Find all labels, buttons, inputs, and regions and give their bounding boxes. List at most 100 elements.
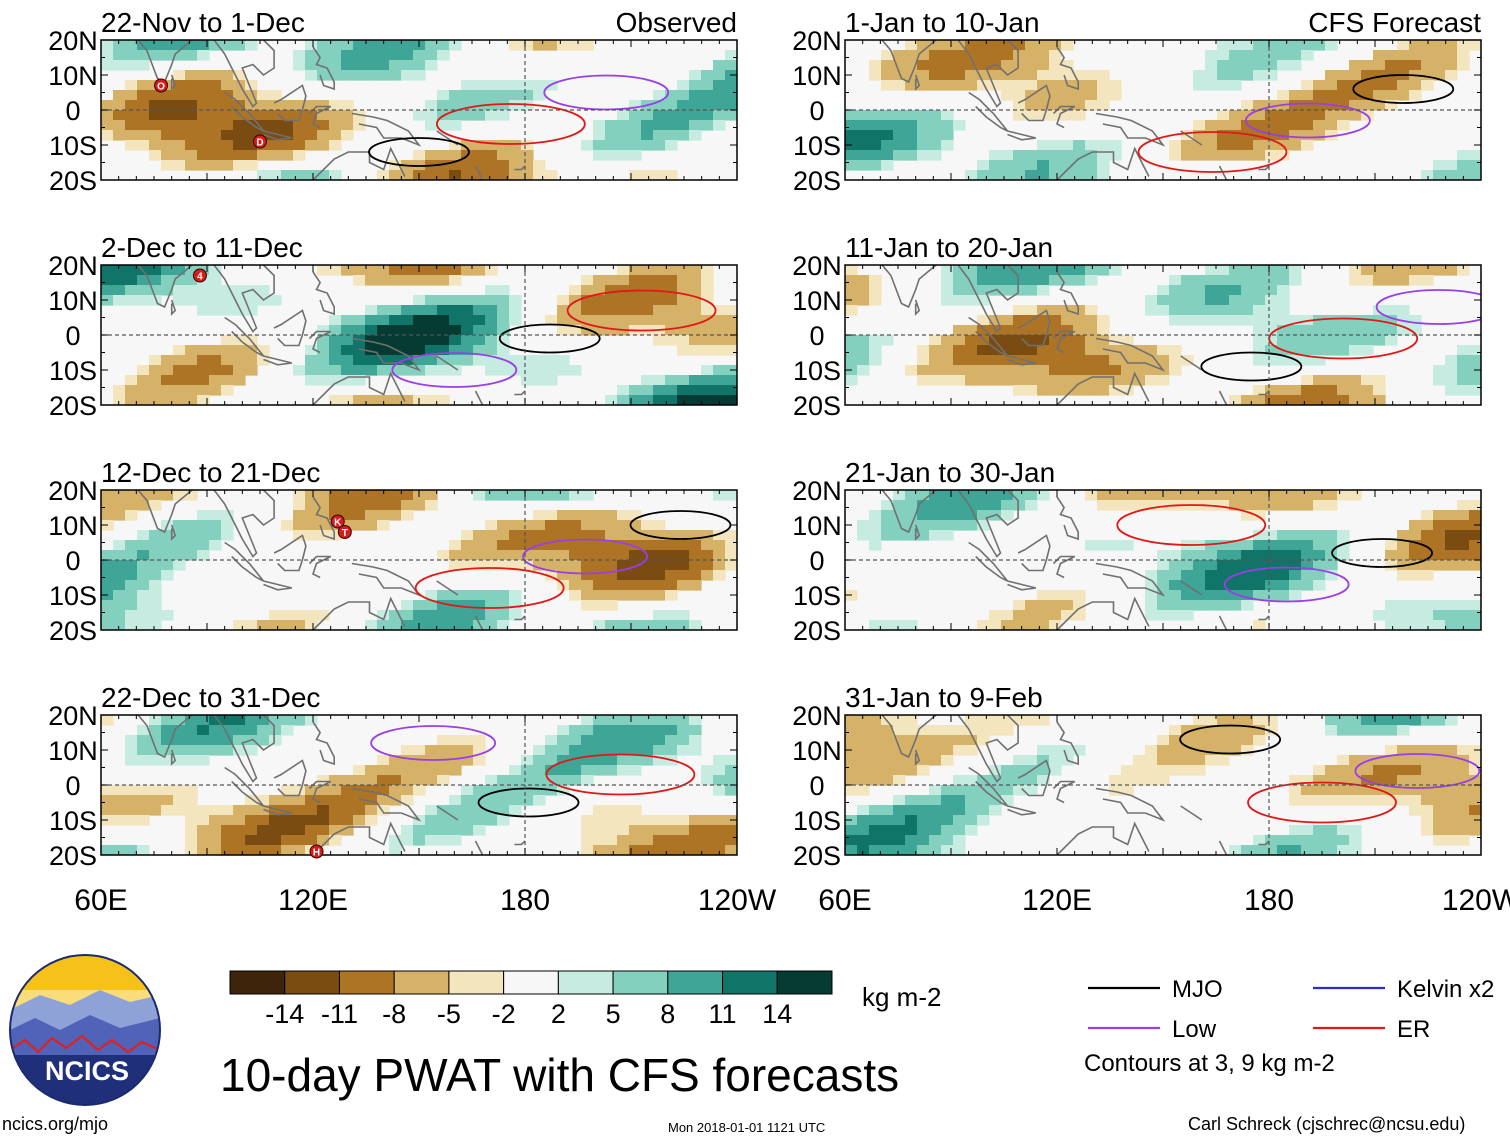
anomaly-cell [497, 620, 510, 630]
anomaly-cell [389, 40, 402, 51]
anomaly-cell [581, 725, 594, 736]
anomaly-cell [245, 40, 258, 51]
anomaly-cell [1337, 715, 1350, 726]
anomaly-cell [1037, 325, 1050, 336]
anomaly-cell [725, 50, 737, 61]
anomaly-cell [629, 590, 642, 601]
anomaly-cell [305, 620, 318, 630]
coastline [308, 555, 332, 579]
anomaly-cell [1097, 490, 1110, 501]
anomaly-cell [1025, 50, 1038, 61]
anomaly-cell [713, 70, 726, 81]
anomaly-cell [893, 140, 906, 151]
anomaly-cell [665, 530, 678, 541]
anomaly-cell [1013, 355, 1026, 366]
anomaly-cell [1037, 385, 1050, 396]
anomaly-cell [365, 365, 378, 376]
anomaly-cell [101, 500, 114, 511]
anomaly-cell [533, 560, 546, 571]
anomaly-cell [401, 315, 414, 326]
anomaly-cell [1001, 355, 1014, 366]
anomaly-cell [1433, 375, 1446, 386]
anomaly-cell [977, 520, 990, 531]
anomaly-cell [569, 365, 582, 376]
anomaly-cell [1457, 345, 1470, 356]
anomaly-cell [125, 295, 138, 306]
anomaly-cell [1289, 570, 1302, 581]
anomaly-cell [377, 785, 390, 796]
anomaly-cell [281, 785, 294, 796]
anomaly-cell [1349, 835, 1362, 846]
anomaly-cell [401, 335, 414, 346]
anomaly-cell [533, 40, 546, 51]
anomaly-cell [593, 150, 606, 161]
lat-tick-label: 0 [809, 96, 824, 126]
anomaly-cell [473, 90, 486, 101]
anomaly-cell [1229, 560, 1242, 571]
anomaly-cell [125, 600, 138, 611]
anomaly-cell [1277, 500, 1290, 511]
anomaly-cell [149, 735, 162, 746]
anomaly-cell [281, 725, 294, 736]
anomaly-cell [233, 150, 246, 161]
footer-url[interactable]: ncics.org/mjo [2, 1114, 109, 1134]
anomaly-cell [893, 715, 906, 726]
anomaly-cell [425, 610, 438, 621]
anomaly-cell [1205, 80, 1218, 91]
anomaly-cell [653, 385, 666, 396]
anomaly-cell [149, 745, 162, 756]
anomaly-cell [653, 305, 666, 316]
anomaly-cell [449, 345, 462, 356]
coastline [263, 355, 292, 366]
anomaly-cell [533, 375, 546, 386]
anomaly-cell [569, 765, 582, 776]
anomaly-cell [389, 610, 402, 621]
anomaly-cell [401, 365, 414, 376]
anomaly-cell [269, 815, 282, 826]
lon-tick-label: 180 [500, 884, 550, 917]
lat-tick-label: 20N [792, 701, 842, 731]
coastline [1218, 165, 1228, 180]
anomaly-cell [509, 315, 522, 326]
anomaly-cell [1037, 765, 1050, 776]
anomaly-cell [1445, 835, 1458, 846]
anomaly-cell [641, 540, 654, 551]
anomaly-cell [1085, 80, 1098, 91]
anomaly-cell [425, 315, 438, 326]
anomaly-cell [629, 755, 642, 766]
anomaly-cell [1205, 490, 1218, 501]
anomaly-cell [1073, 150, 1086, 161]
anomaly-cell [461, 735, 474, 746]
anomaly-cell [929, 530, 942, 541]
anomaly-cell [1253, 50, 1266, 61]
anomaly-cell [1217, 130, 1230, 141]
anomaly-cell [1397, 550, 1410, 561]
anomaly-cell [173, 265, 186, 276]
ncics-logo[interactable]: NCICS [9, 954, 161, 1106]
anomaly-cell [977, 815, 990, 826]
anomaly-cell [113, 395, 126, 405]
anomaly-cell [1277, 315, 1290, 326]
anomaly-cell [137, 815, 150, 826]
anomaly-cell [1421, 765, 1434, 776]
anomaly-cell [1061, 325, 1074, 336]
anomaly-cell [1109, 90, 1122, 101]
anomaly-cell [1205, 590, 1218, 601]
anomaly-cell [125, 100, 138, 111]
anomaly-cell [437, 315, 450, 326]
anomaly-cell [605, 295, 618, 306]
anomaly-cell [1397, 620, 1410, 630]
anomaly-cell [1145, 765, 1158, 776]
anomaly-cell [1145, 755, 1158, 766]
anomaly-cell [461, 345, 474, 356]
anomaly-cell [1361, 265, 1374, 276]
anomaly-cell [161, 715, 174, 726]
anomaly-cell [1325, 345, 1338, 356]
anomaly-cell [1469, 610, 1481, 621]
anomaly-cell [1253, 305, 1266, 316]
coastline [514, 390, 526, 396]
anomaly-cell [221, 285, 234, 296]
anomaly-cell [713, 570, 726, 581]
anomaly-cell [1145, 775, 1158, 786]
lat-tick-label: 10N [792, 511, 842, 541]
